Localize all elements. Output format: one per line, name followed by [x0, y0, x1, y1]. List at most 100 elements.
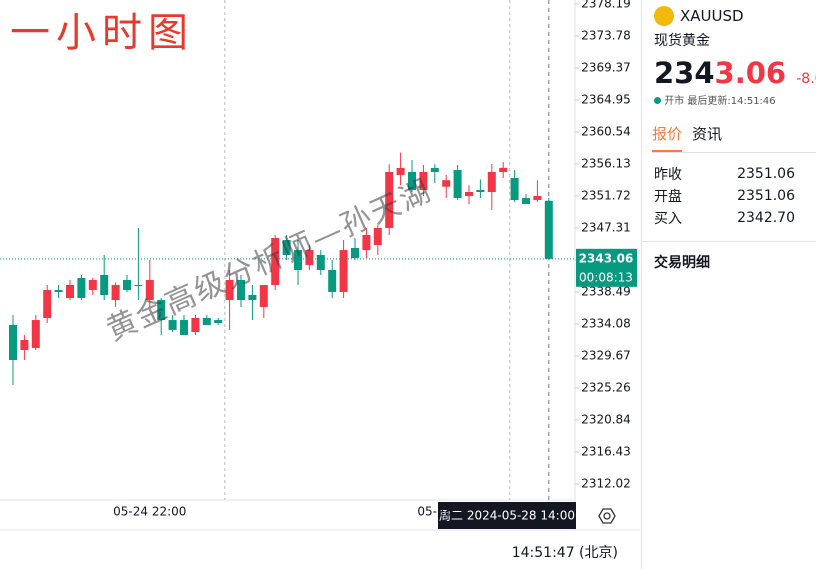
- last-price-bg: [576, 248, 637, 287]
- candle-body: [430, 167, 439, 172]
- y-tick-label: 2338.49: [581, 284, 631, 298]
- annotation-title: 一小时图: [10, 10, 194, 56]
- y-tick-label: 2329.67: [581, 348, 631, 362]
- crosshair-label-bg: [438, 502, 576, 529]
- last-price-label: 2343.06: [579, 251, 634, 265]
- candle-body: [31, 320, 40, 348]
- candle-body: [373, 227, 382, 246]
- symbol: XAUUSD: [680, 7, 744, 25]
- instrument-name: 现货黄金: [654, 33, 710, 49]
- candle-body: [499, 167, 508, 172]
- candle-body: [522, 198, 530, 204]
- price-row: 2343.06 -8.00: [654, 56, 816, 90]
- quote-row: 昨收 2351.06: [642, 163, 816, 185]
- quote-panel: XAUUSD 现货黄金 2343.06 -8.00 开市 最后更新:14:51:…: [641, 0, 816, 569]
- candle-body: [168, 320, 177, 330]
- y-tick-label: 2373.78: [581, 28, 631, 42]
- candle-body: [442, 180, 451, 187]
- section-title: 交易明细: [642, 241, 816, 282]
- y-tick-label: 2312.02: [581, 476, 631, 490]
- chart: 一小时图 黄金高级分析师—孙天湖 周二 2024-05-28 14:00 14:…: [0, 0, 640, 561]
- candle-body: [533, 195, 542, 200]
- candle-body: [453, 170, 462, 199]
- settings-icon[interactable]: [598, 508, 616, 524]
- candle-body: [111, 284, 120, 301]
- watermark: 黄金高级分析师—孙天湖: [101, 173, 437, 348]
- candle-body: [88, 279, 97, 291]
- candle-body: [282, 240, 291, 255]
- quote-value: 2351.06: [737, 188, 795, 204]
- candle-body: [214, 320, 223, 324]
- candle-body: [225, 279, 234, 301]
- candle-body: [100, 274, 109, 296]
- symbol-row: XAUUSD: [654, 6, 816, 26]
- candle-body: [294, 250, 302, 270]
- candle-body: [328, 269, 337, 292]
- candle-body: [54, 290, 63, 292]
- candle-body: [339, 250, 348, 292]
- candle-body: [248, 295, 257, 301]
- candle-body: [385, 171, 394, 228]
- candle-body: [271, 237, 280, 285]
- y-tick-label: 2360.54: [581, 125, 631, 139]
- quote-value: 2351.06: [737, 166, 795, 182]
- candle-body: [510, 178, 519, 200]
- quote-label: 昨收: [654, 167, 682, 183]
- candle-body: [476, 189, 485, 193]
- price-tail: 3.06: [714, 56, 787, 90]
- candle-body: [191, 318, 200, 333]
- status-row: 开市 最后更新:14:51:46: [654, 92, 816, 107]
- quote-row: 买入 2342.70: [642, 207, 816, 229]
- candle-body: [145, 279, 154, 301]
- status: 开市: [664, 96, 685, 107]
- candle-body: [202, 318, 211, 325]
- quote-label: 买入: [654, 211, 682, 227]
- candle-body: [305, 250, 314, 265]
- price-change: -8.00: [796, 71, 816, 87]
- y-tick-label: 2325.26: [581, 380, 631, 394]
- candle-body: [180, 320, 188, 335]
- candle-body: [465, 192, 473, 196]
- countdown: 00:08:13: [579, 270, 633, 284]
- candle-body: [20, 339, 29, 350]
- quote-label: 开盘: [654, 189, 682, 205]
- y-tick-label: 2320.84: [581, 412, 631, 426]
- candle-body: [362, 235, 371, 251]
- candle-body: [396, 167, 405, 175]
- tab[interactable]: 报价: [652, 123, 683, 152]
- candle-body: [316, 254, 325, 270]
- x-tick-label: 05-28: [417, 505, 452, 519]
- quote-table: 昨收 2351.06 开盘 2351.06 买入 2342.70: [642, 163, 816, 229]
- quote-row: 开盘 2351.06: [642, 185, 816, 207]
- candle-body: [77, 277, 86, 298]
- crosshair-label: 周二 2024-05-28 14:00: [439, 509, 575, 523]
- candle-body: [43, 290, 52, 319]
- quote-value: 2342.70: [737, 210, 795, 226]
- updated: 最后更新:14:51:46: [687, 96, 776, 107]
- y-tick-label: 2351.72: [581, 188, 631, 202]
- y-tick-label: 2356.13: [581, 157, 631, 171]
- candle-body: [66, 284, 74, 298]
- candle-body: [487, 171, 496, 193]
- tabs: 报价 资讯: [652, 123, 816, 153]
- y-tick-label: 2347.31: [581, 220, 631, 234]
- candle-body: [9, 324, 17, 361]
- tab[interactable]: 资讯: [692, 125, 723, 143]
- y-tick-label: 2364.95: [581, 93, 631, 107]
- y-tick-label: 2334.08: [581, 316, 631, 330]
- candle-body: [237, 279, 245, 301]
- candle-body: [351, 248, 359, 259]
- y-tick-label: 2378.19: [581, 0, 631, 10]
- candle-body: [134, 284, 143, 287]
- candle-body: [408, 171, 416, 190]
- plot: [0, 0, 575, 500]
- candle-body: [123, 279, 131, 291]
- candle-body: [544, 200, 553, 259]
- symbol-icon: [654, 6, 674, 26]
- candle-body: [157, 300, 166, 321]
- x-tick-label: 05-24 22:00: [113, 505, 186, 519]
- candle-body: [419, 171, 428, 190]
- candle-body: [259, 284, 268, 307]
- price-main: 234: [654, 56, 715, 90]
